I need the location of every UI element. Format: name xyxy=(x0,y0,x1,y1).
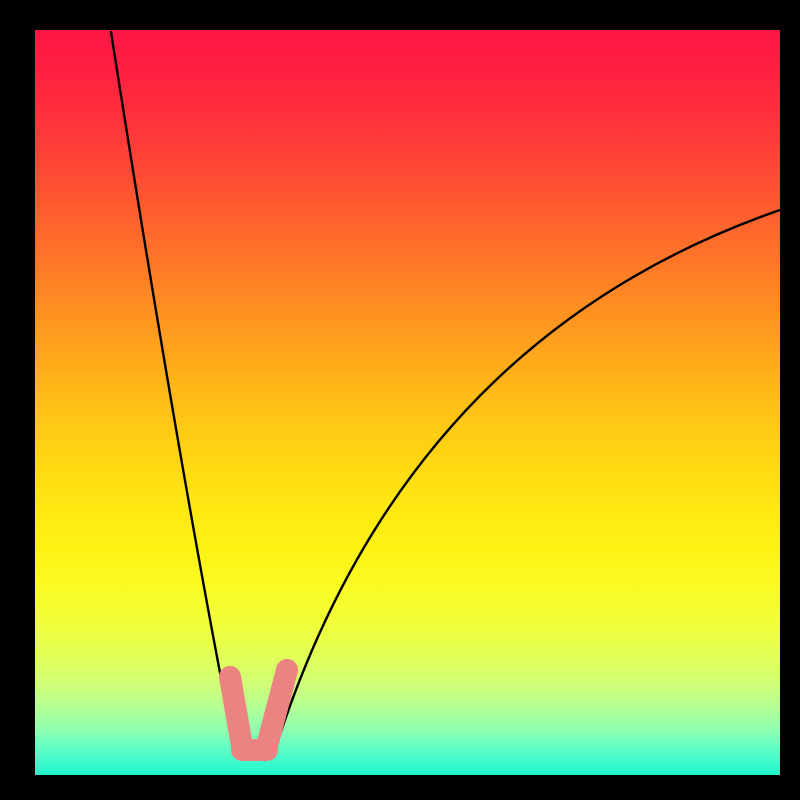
highlight-band-right xyxy=(267,670,287,746)
frame-left xyxy=(0,0,35,800)
highlight-cap-right xyxy=(276,659,298,681)
frame-right xyxy=(780,0,800,800)
highlight-band xyxy=(219,659,298,750)
frame-top xyxy=(0,0,800,30)
highlight-cap-left xyxy=(219,666,241,688)
chart-svg-layer xyxy=(35,30,780,775)
bottleneck-curve xyxy=(111,32,780,750)
frame-bottom xyxy=(0,775,800,800)
plot-area xyxy=(35,30,780,775)
